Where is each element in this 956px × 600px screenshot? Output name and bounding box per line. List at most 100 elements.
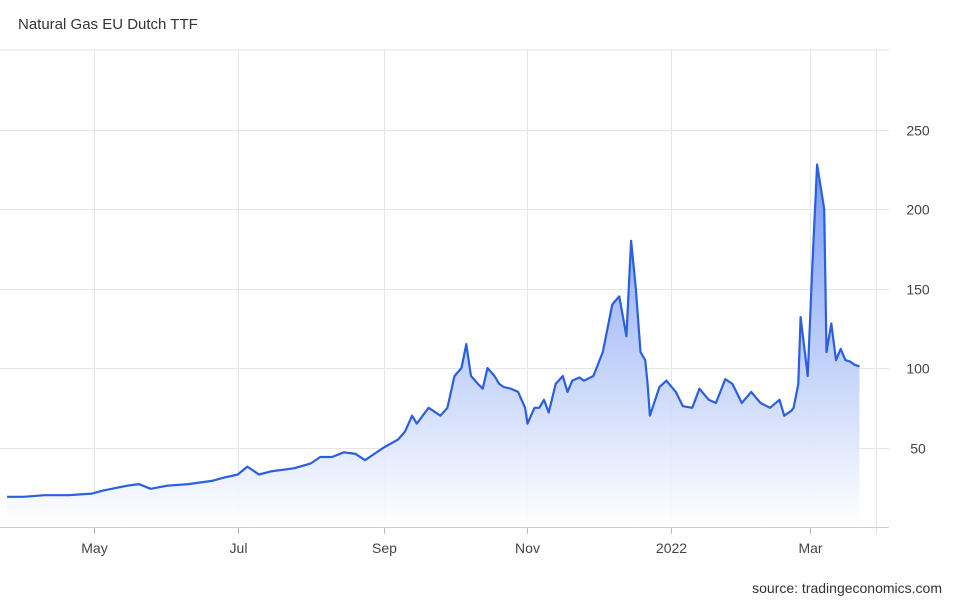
data-point-18 [293, 467, 295, 469]
x-tick-label-5: Mar [798, 540, 822, 556]
tick-labels: 50 100 150 200 250 May Jul Sep Nov 2022 Mar [81, 123, 930, 557]
data-point-51 [548, 411, 550, 413]
data-point-99 [854, 364, 856, 366]
y-tick-label-50: 50 [910, 441, 926, 457]
data-point-45 [517, 391, 519, 393]
data-point-17 [281, 469, 283, 471]
data-point-20 [319, 456, 321, 458]
data-point-61 [618, 295, 620, 297]
data-point-14 [246, 465, 248, 467]
data-point-53 [562, 375, 564, 377]
x-tick-label-0: May [81, 540, 107, 556]
data-point-49 [538, 407, 540, 409]
data-point-8 [150, 488, 152, 490]
data-point-21 [331, 456, 333, 458]
data-point-24 [364, 459, 366, 461]
data-point-11 [211, 480, 213, 482]
data-point-15 [258, 473, 260, 475]
data-point-6 [126, 485, 128, 487]
source-credit: source: tradingeconomics.com [752, 580, 942, 596]
data-point-13 [237, 473, 239, 475]
data-point-48 [533, 407, 535, 409]
data-point-22 [343, 451, 345, 453]
data-point-52 [555, 383, 557, 385]
data-point-44 [510, 388, 512, 390]
x-tick-label-2: Sep [372, 540, 397, 556]
data-point-97 [844, 359, 846, 361]
data-point-42 [498, 383, 500, 385]
data-point-47 [526, 422, 528, 424]
data-point-79 [741, 402, 743, 404]
y-tick-label-100: 100 [906, 361, 930, 377]
data-point-98 [849, 360, 851, 362]
x-tick-label-3: Nov [515, 540, 540, 556]
data-point-62 [625, 335, 627, 337]
data-point-64 [635, 287, 637, 289]
data-point-60 [611, 303, 613, 305]
data-point-7 [138, 483, 140, 485]
data-point-40 [486, 367, 488, 369]
data-point-31 [427, 407, 429, 409]
data-point-30 [416, 422, 418, 424]
data-point-71 [675, 391, 677, 393]
data-point-56 [578, 376, 580, 378]
y-tick-label-200: 200 [906, 202, 930, 218]
y-tick-label-150: 150 [906, 282, 930, 298]
data-point-80 [750, 391, 752, 393]
data-point-63 [630, 240, 632, 242]
data-point-57 [583, 380, 585, 382]
area-layer [6, 163, 860, 527]
data-point-0 [6, 496, 8, 498]
data-point-67 [646, 383, 648, 385]
data-point-81 [759, 402, 761, 404]
data-point-12 [223, 477, 225, 479]
data-point-93 [825, 351, 827, 353]
data-point-32 [439, 415, 441, 417]
data-point-1 [22, 496, 24, 498]
data-point-68 [649, 415, 651, 417]
x-tick-label-1: Jul [230, 540, 248, 556]
data-point-86 [792, 407, 794, 409]
data-point-91 [816, 163, 818, 165]
data-point-37 [470, 375, 472, 377]
data-point-5 [102, 489, 104, 491]
data-point-70 [665, 380, 667, 382]
data-point-69 [658, 386, 660, 388]
data-point-9 [166, 485, 168, 487]
chart-title: Natural Gas EU Dutch TTF [18, 16, 198, 33]
data-point-95 [835, 359, 837, 361]
area-fill [7, 164, 860, 527]
data-point-92 [823, 208, 825, 210]
data-point-29 [411, 415, 413, 417]
data-point-35 [460, 367, 462, 369]
data-point-87 [797, 383, 799, 385]
y-tick-label-250: 250 [906, 123, 930, 139]
data-point-84 [783, 415, 785, 417]
data-point-43 [503, 386, 505, 388]
data-point-34 [453, 375, 455, 377]
data-point-3 [67, 494, 69, 496]
data-point-25 [371, 454, 373, 456]
series-line [7, 163, 860, 498]
data-point-54 [566, 391, 568, 393]
data-point-58 [592, 375, 594, 377]
data-point-36 [465, 343, 467, 345]
data-point-82 [769, 407, 771, 409]
x-tick-label-4: 2022 [656, 540, 687, 556]
data-point-75 [708, 399, 710, 401]
data-point-85 [790, 410, 792, 412]
data-point-72 [682, 405, 684, 407]
data-point-2 [44, 494, 46, 496]
data-point-33 [446, 407, 448, 409]
data-point-46 [524, 407, 526, 409]
data-point-78 [731, 383, 733, 385]
data-point-39 [482, 388, 484, 390]
data-point-73 [691, 407, 693, 409]
data-point-89 [807, 375, 809, 377]
data-point-16 [270, 470, 272, 472]
data-point-90 [811, 263, 813, 265]
data-point-26 [383, 446, 385, 448]
data-point-88 [799, 316, 801, 318]
data-point-55 [571, 380, 573, 382]
